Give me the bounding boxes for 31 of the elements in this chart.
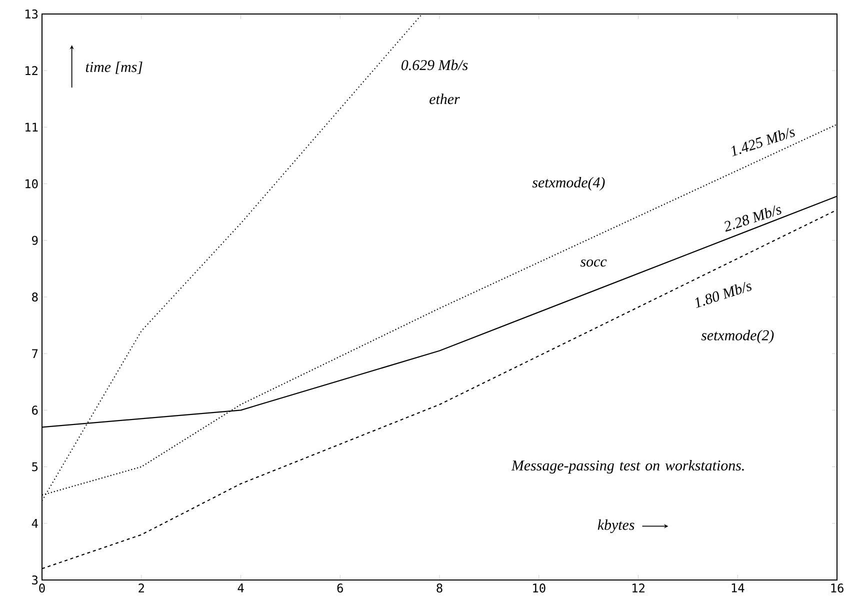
x-tick-label: 10 [533, 584, 546, 593]
y-tick-label: 13 [26, 9, 38, 19]
text: 1.80 Mb/s [695, 282, 752, 308]
y-tick-label: 5 [32, 462, 38, 472]
y-tick-label: 10 [26, 179, 38, 188]
y-tick-label: 4 [32, 519, 38, 528]
y-tick-label: 7 [32, 349, 38, 358]
series-label: 0.629 Mb/s [401, 60, 468, 70]
x-tick-label: 2 [138, 584, 144, 592]
y-axis-title: time [ms] [86, 62, 142, 74]
y-tick-label: 6 [32, 406, 38, 415]
x-tick-label: 8 [436, 584, 442, 593]
y-tick-label: 9 [32, 236, 38, 245]
annotation: socc [580, 259, 607, 267]
annotation: setxmode(2) [701, 330, 774, 344]
y-tick-label: 12 [26, 66, 38, 76]
annotation: setxmode(4) [532, 177, 605, 191]
x-tick-label: 6 [337, 584, 343, 593]
text: 2.28 Mb/s [724, 205, 782, 232]
y-tick-label: 3 [32, 575, 38, 585]
x-tick-label: 0 [39, 584, 45, 593]
x-tick-label: 16 [831, 584, 844, 593]
x-tick-label: 12 [632, 584, 644, 592]
annotation: Message-passing test on workstations. [511, 460, 744, 474]
annotation: ether [430, 94, 460, 104]
y-tick-label: 11 [26, 122, 38, 132]
x-axis-title: kbytes [598, 519, 634, 534]
x-tick-label: 14 [732, 584, 744, 592]
y-tick-label: 8 [32, 292, 38, 302]
x-tick-label: 4 [238, 584, 244, 592]
text: 1.425 Mb/s [731, 128, 795, 156]
